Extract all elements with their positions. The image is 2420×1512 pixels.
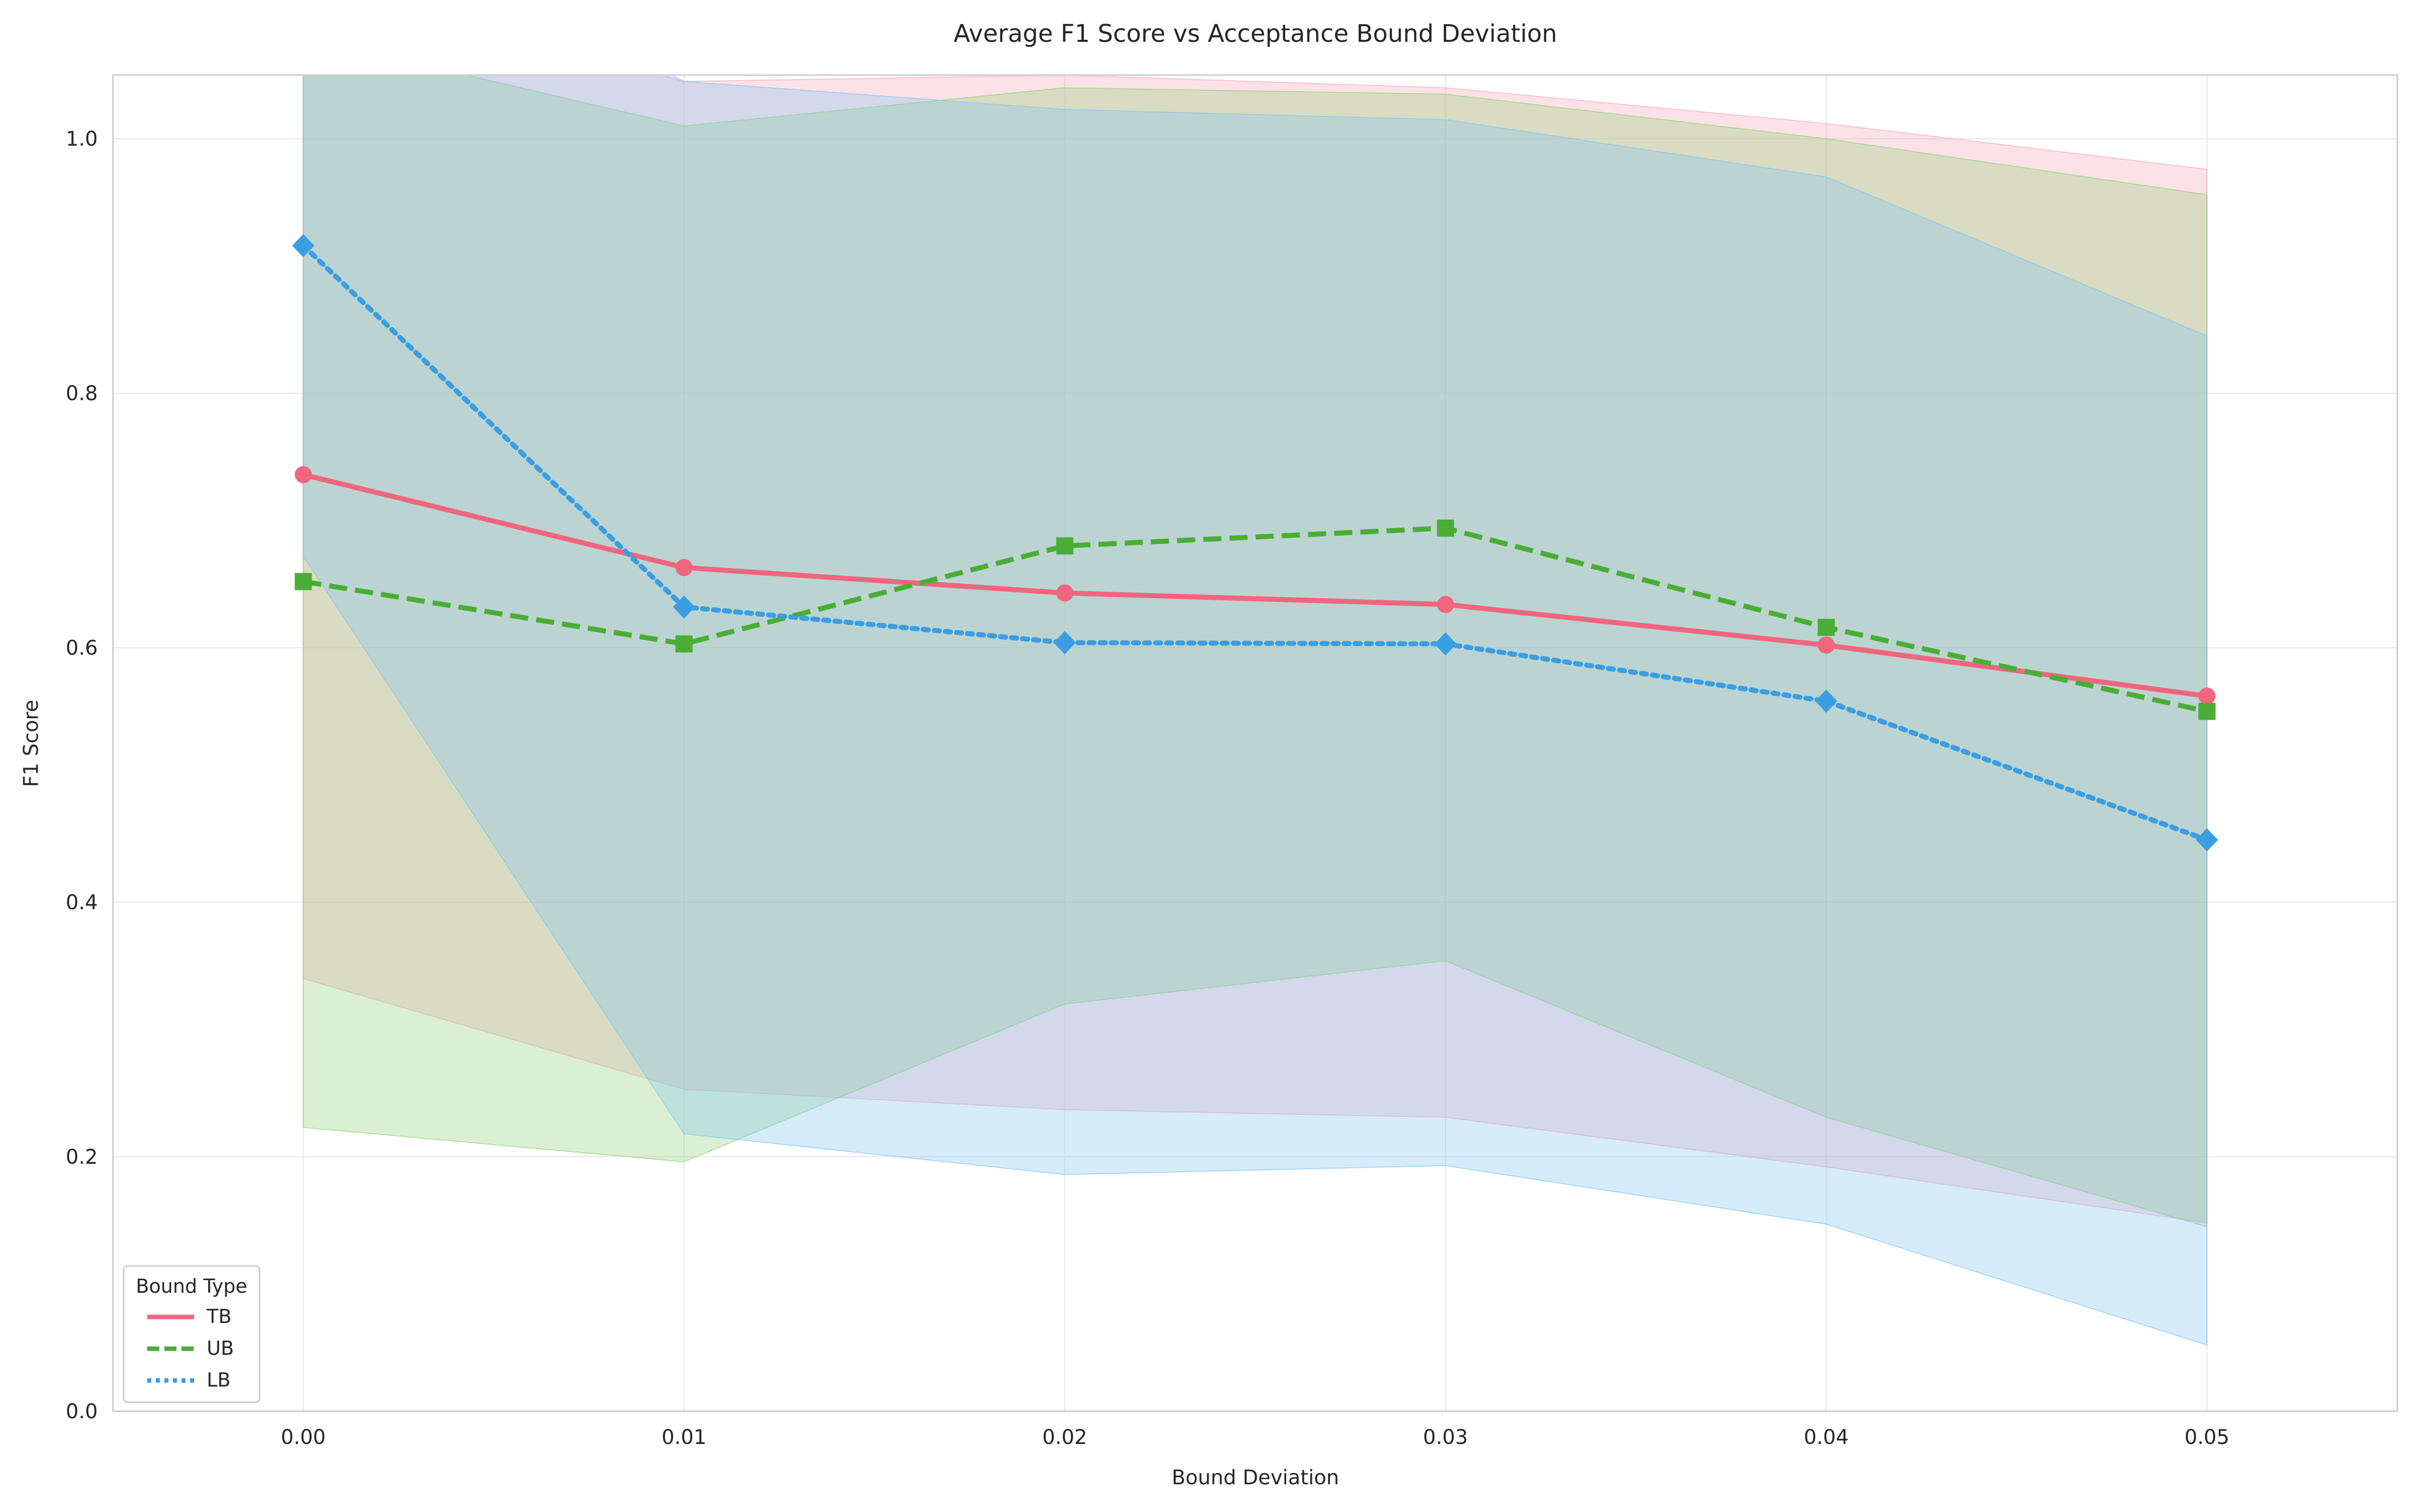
point-ub <box>675 635 693 653</box>
legend-label-ub: UB <box>207 1337 234 1359</box>
x-tick-label: 0.05 <box>2185 1426 2229 1449</box>
legend-label-lb: LB <box>207 1369 230 1391</box>
point-tb <box>294 466 312 483</box>
x-tick-label: 0.00 <box>281 1426 326 1449</box>
point-tb <box>1437 596 1455 613</box>
point-ub <box>2198 703 2216 720</box>
point-ub <box>1437 519 1455 537</box>
chart-title: Average F1 Score vs Acceptance Bound Dev… <box>953 20 1557 48</box>
point-lb <box>673 595 695 619</box>
point-lb <box>1053 631 1076 655</box>
point-tb <box>1056 584 1073 602</box>
legend: Bound Type TB UB LB <box>123 1265 261 1403</box>
point-lb <box>1815 689 1838 713</box>
x-tick-label: 0.03 <box>1423 1426 1468 1449</box>
point-ub <box>1818 618 1835 636</box>
point-lb <box>2196 828 2218 852</box>
x-axis-title: Bound Deviation <box>1172 1466 1339 1489</box>
y-tick-label: 1.0 <box>66 128 98 151</box>
plot-frame <box>112 74 2398 1412</box>
point-tb <box>675 559 693 577</box>
point-ub <box>1056 537 1073 555</box>
series-line-lb <box>300 243 2210 843</box>
series-lines <box>300 243 2210 843</box>
point-tb <box>1818 637 1835 654</box>
series-markers <box>292 234 2218 852</box>
x-axis-ticks: 0.00 0.01 0.02 0.03 0.04 0.05 <box>281 1426 2229 1449</box>
y-tick-label: 0.8 <box>66 382 98 405</box>
y-tick-label: 0.4 <box>66 891 98 914</box>
legend-box <box>123 1265 261 1403</box>
y-axis-ticks: 0.0 0.2 0.4 0.6 0.8 1.0 <box>66 128 98 1423</box>
legend-items: TB UB LB <box>147 1305 234 1391</box>
grid-lines <box>113 75 2397 1412</box>
y-tick-label: 0.0 <box>66 1400 98 1423</box>
point-tb <box>2198 687 2216 705</box>
x-tick-label: 0.04 <box>1804 1426 1849 1449</box>
point-lb <box>1434 632 1457 656</box>
band-lb <box>302 75 2208 1346</box>
point-ub <box>294 573 312 590</box>
confidence-bands <box>302 75 2208 1346</box>
legend-title: Bound Type <box>136 1275 248 1297</box>
x-tick-label: 0.01 <box>661 1426 706 1449</box>
y-tick-label: 0.6 <box>66 637 98 660</box>
series-line-ub <box>302 525 2208 714</box>
point-lb <box>292 234 315 258</box>
y-tick-label: 0.2 <box>66 1146 98 1169</box>
y-axis-title: F1 Score <box>20 700 43 787</box>
series-line-tb <box>302 472 2208 699</box>
x-tick-label: 0.02 <box>1042 1426 1087 1449</box>
legend-label-tb: TB <box>206 1305 231 1328</box>
